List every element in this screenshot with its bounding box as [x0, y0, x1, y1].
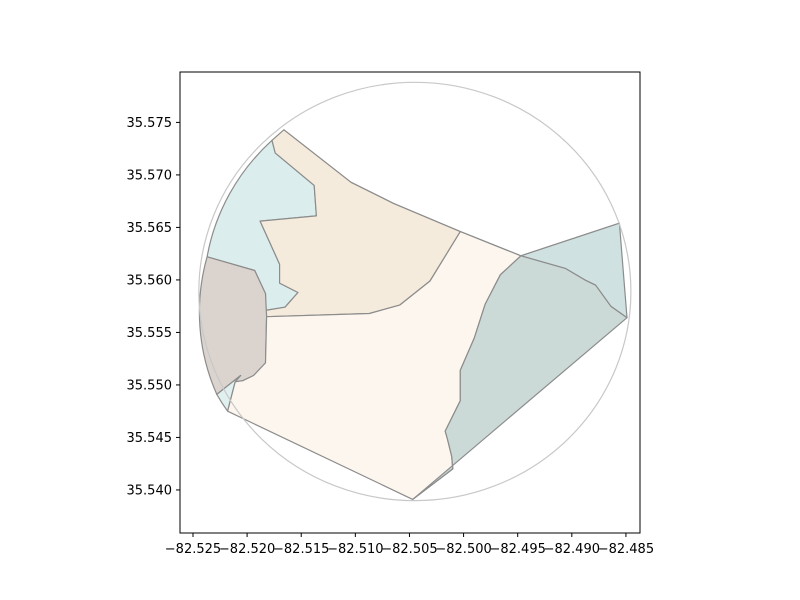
- x-tick-label: −82.495: [489, 542, 545, 557]
- x-tick-label: −82.490: [544, 542, 600, 557]
- y-tick-label: 35.570: [127, 168, 173, 183]
- x-axis: −82.525−82.520−82.515−82.510−82.505−82.5…: [165, 533, 654, 557]
- x-tick-label: −82.515: [273, 542, 329, 557]
- x-tick-label: −82.520: [219, 542, 275, 557]
- region-west-sliver: [216, 374, 242, 412]
- axes-frame: [179, 71, 641, 534]
- y-axis: 35.540 35.545 35.550 35.555 35.560 35.565 35.5…: [127, 116, 180, 498]
- y-tick-label: 35.545: [127, 431, 173, 446]
- y-tick-label: 35.575: [127, 116, 173, 131]
- x-tick-label: −82.510: [327, 542, 383, 557]
- y-tick-label: 35.560: [127, 273, 173, 288]
- x-tick-label: −82.525: [165, 542, 221, 557]
- study-area-circle: [198, 81, 632, 502]
- x-tick-label: −82.505: [381, 542, 437, 557]
- x-tick-label: −82.500: [435, 542, 491, 557]
- y-tick-label: 35.550: [127, 378, 173, 393]
- region-layer: [198, 129, 628, 500]
- y-tick-label: 35.565: [127, 221, 173, 236]
- y-tick-label: 35.540: [127, 483, 173, 498]
- x-tick-label: −82.485: [598, 542, 654, 557]
- y-tick-label: 35.555: [127, 326, 173, 341]
- region-southeast: [412, 255, 628, 500]
- circle-outline: [198, 81, 632, 502]
